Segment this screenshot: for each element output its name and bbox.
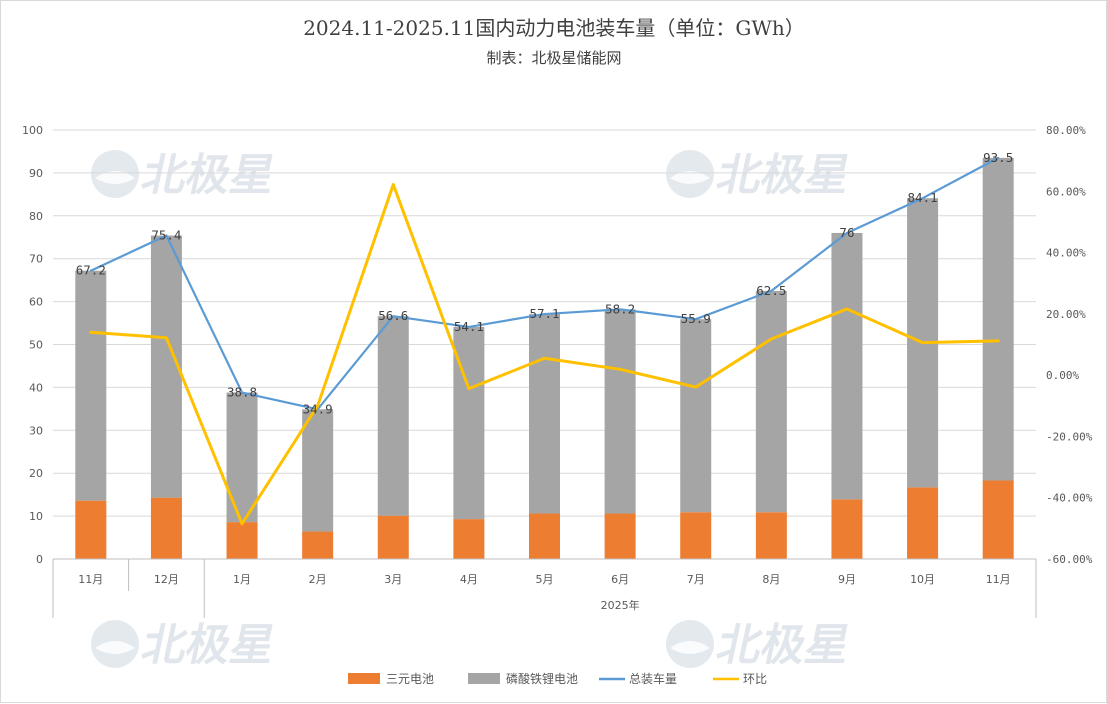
data-labels: 67.2 75.4 38.8 34.9 56.6 54.1 57.1 58.2 55.9 62.5…	[76, 150, 1013, 416]
bar-ternary	[302, 531, 334, 559]
total-line	[89, 156, 1000, 411]
bar-lfp	[755, 290, 787, 513]
y2-tick-label: -60.00%	[1046, 553, 1093, 566]
x-tick-label: 4月	[460, 573, 478, 586]
legend-label: 磷酸铁锂电池	[506, 671, 578, 686]
bar-lfp	[831, 232, 863, 500]
x-tick-label: 11月	[986, 573, 1011, 586]
x-tick-label: 3月	[384, 573, 402, 586]
bar-ternary	[226, 522, 258, 559]
y-tick-label: 10	[29, 510, 43, 523]
x-tick-label: 10月	[910, 573, 935, 586]
x-tick-label: 5月	[536, 573, 554, 586]
legend-label: 环比	[743, 672, 767, 686]
bar-lfp	[226, 392, 258, 523]
x-tick-label: 9月	[838, 573, 856, 586]
y2-tick-label: 0.00%	[1046, 369, 1079, 382]
x-tick-label: 11月	[78, 573, 103, 586]
data-label: 84.1	[908, 190, 938, 205]
bar-ternary	[75, 500, 107, 559]
y-tick-label: 60	[29, 296, 43, 309]
y-tick-label: 80	[29, 210, 43, 223]
watermark-2: 北极星	[666, 150, 855, 201]
watermark-text: 北极星	[137, 620, 280, 670]
bar-lfp	[302, 409, 334, 532]
bar-lfp	[604, 309, 636, 514]
bar-ternary	[982, 480, 1014, 559]
y-tick-label: 100	[22, 124, 43, 137]
y-tick-label: 40	[29, 381, 43, 394]
bar-ternary	[680, 512, 712, 559]
data-label: 57.1	[529, 306, 559, 321]
data-label: 38.8	[227, 385, 257, 400]
legend: 三元电池 磷酸铁锂电池 总装车量 环比	[348, 671, 767, 686]
bar-ternary	[831, 499, 863, 559]
watermark-text: 北极星	[712, 620, 855, 670]
y-tick-label: 70	[29, 253, 43, 266]
bar-ternary	[150, 497, 182, 559]
bar-ternary	[907, 487, 939, 559]
legend-label: 三元电池	[386, 672, 434, 686]
y2-tick-label: 80.00%	[1046, 124, 1086, 137]
watermark-wave-icon	[670, 171, 710, 184]
data-label: 62.5	[756, 283, 786, 298]
data-label: 93.5	[983, 150, 1013, 165]
x-tick-label: 12月	[154, 573, 179, 586]
y2-tick-label: -40.00%	[1046, 492, 1093, 505]
line-series	[89, 156, 1000, 526]
y2-tick-label: 40.00%	[1046, 247, 1086, 260]
bar-lfp	[75, 270, 107, 501]
chart-subtitle: 制表：北极星储能网	[486, 49, 621, 67]
x-tick-label: 6月	[611, 573, 629, 586]
data-label: 67.2	[76, 263, 106, 278]
legend-swatch	[468, 673, 500, 684]
bar-ternary	[604, 513, 636, 559]
bar-lfp	[680, 319, 712, 513]
x-group-label: 2025年	[601, 598, 640, 612]
y2-tick-label: 20.00%	[1046, 308, 1086, 321]
data-label: 76	[839, 225, 854, 240]
mom-line	[89, 183, 1000, 526]
y2-tick-label: -20.00%	[1046, 430, 1093, 443]
data-label: 75.4	[151, 228, 181, 243]
watermark-4: 北极星	[666, 620, 855, 671]
x-tick-label: 8月	[762, 573, 780, 586]
x-tick-label: 7月	[687, 573, 705, 586]
bar-ternary	[529, 513, 560, 559]
x-tick-label: 1月	[233, 573, 251, 586]
data-label: 58.2	[605, 301, 635, 316]
watermark-text: 北极星	[137, 150, 280, 200]
watermark-wave-icon	[95, 171, 135, 184]
y-tick-label: 20	[29, 467, 43, 480]
watermark-text: 北极星	[712, 150, 855, 200]
axes: 0 10 20 30 40 50 60 70 80 90 100 -60.00% -40.00% -20.…	[22, 124, 1093, 618]
bar-ternary	[377, 515, 409, 559]
chart-title: 2024.11-2025.11国内动力电池装车量（单位：GWh）	[303, 16, 805, 40]
y-tick-label: 30	[29, 424, 43, 437]
bar-lfp	[529, 314, 560, 514]
bar-ternary	[453, 519, 485, 559]
data-label: 55.9	[681, 311, 711, 326]
data-label: 56.6	[378, 308, 408, 323]
watermark-1: 北极星	[91, 150, 280, 201]
watermark-3: 北极星	[91, 620, 280, 671]
bar-lfp	[377, 316, 409, 516]
y-tick-label: 0	[36, 553, 43, 566]
bar-ternary	[755, 512, 787, 559]
data-label: 54.1	[454, 319, 484, 334]
data-label: 34.9	[303, 401, 333, 416]
legend-swatch	[348, 673, 380, 684]
legend-label: 总装车量	[629, 671, 677, 686]
bar-lfp	[982, 157, 1014, 481]
y-tick-label: 50	[29, 339, 43, 352]
y2-tick-label: 60.00%	[1046, 185, 1086, 198]
x-tick-label: 2月	[309, 573, 327, 586]
y-tick-label: 90	[29, 167, 43, 180]
watermark-wave-icon	[670, 641, 710, 654]
watermark-wave-icon	[95, 641, 135, 654]
